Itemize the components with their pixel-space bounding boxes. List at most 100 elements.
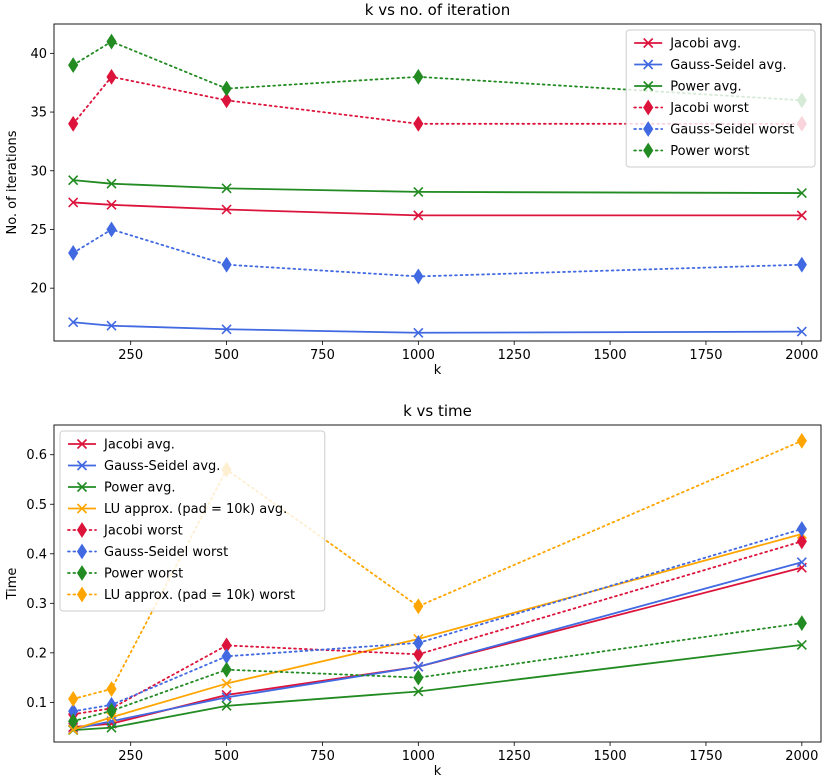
data-point: [221, 80, 232, 97]
data-point: [106, 722, 117, 733]
legend-label: LU approx. (pad = 10k) avg.: [104, 502, 287, 517]
data-point: [413, 646, 424, 663]
y-tick-label: 0.4: [26, 547, 47, 562]
series-line: [73, 179, 802, 194]
data-point: [68, 724, 79, 735]
data-point: [796, 210, 807, 221]
x-tick-label: 750: [310, 749, 335, 764]
y-tick-label: 40: [30, 47, 47, 62]
legend-label: Jacobi worst: [669, 101, 749, 116]
chart-1: k vs no. of iteration 250 500 750 1000 1250 15…: [5, 1, 822, 378]
legend-swatch-marker: [643, 59, 654, 70]
x-tick-label: 750: [310, 348, 335, 363]
y-tick-label: 20: [30, 282, 47, 297]
data-point: [106, 681, 117, 697]
data-point: [221, 204, 232, 215]
data-point: [221, 648, 232, 665]
data-point: [796, 639, 807, 650]
x-tick-label: 2000: [785, 749, 818, 764]
data-point: [796, 557, 807, 568]
legend-swatch-marker: [643, 80, 654, 92]
legend: Jacobi avg. Gauss-Seidel avg. Power avg. LU…: [59, 430, 326, 612]
legend-label: Power worst: [104, 567, 183, 582]
data-point: [106, 33, 117, 50]
data-point: [413, 210, 424, 221]
data-point: [221, 678, 232, 689]
series-power-avg: [68, 175, 807, 199]
chart-2: k vs time 250 500 750 1000 1250 1500 1750 2000 0.…: [5, 402, 822, 779]
legend-swatch-marker: [643, 121, 654, 137]
x-tick-label: 500: [214, 749, 239, 764]
legend-swatch-marker: [76, 543, 88, 560]
chart-title: k vs time: [403, 402, 472, 420]
y-axis-label: Time: [5, 568, 20, 601]
data-point: [106, 702, 117, 719]
data-point: [413, 635, 424, 651]
data-point: [221, 92, 232, 109]
data-point: [106, 68, 117, 85]
x-tick-label: 1250: [498, 348, 531, 363]
data-point: [106, 221, 117, 238]
legend-label: Power worst: [670, 144, 749, 159]
series-gauss-seidel-worst: [68, 221, 807, 285]
data-point: [413, 327, 424, 338]
data-point: [413, 68, 424, 85]
y-tick-label: 0.6: [26, 448, 47, 463]
data-point: [413, 686, 424, 697]
data-point: [106, 178, 117, 189]
data-point: [796, 256, 807, 273]
y-tick-label: 0.5: [26, 498, 47, 513]
y-tick-label: 25: [30, 223, 47, 238]
data-point: [413, 669, 424, 686]
data-point: [413, 661, 424, 672]
data-point: [796, 188, 807, 199]
legend-label: Gauss-Seidel avg.: [670, 58, 786, 73]
x-tick-label: 1000: [402, 749, 435, 764]
data-point: [68, 115, 79, 132]
data-point: [796, 615, 807, 632]
data-point: [796, 326, 807, 337]
legend-swatch-marker: [76, 460, 88, 471]
x-axis-label: k: [434, 363, 442, 378]
legend-label: Power avg.: [104, 481, 175, 496]
data-point: [413, 598, 424, 615]
plot-frame: [53, 424, 822, 743]
data-point: [221, 692, 232, 703]
legend-label: Gauss-Seidel worst: [670, 123, 794, 138]
y-tick-label: 30: [30, 164, 47, 179]
data-point: [796, 521, 807, 537]
series-power-worst: [68, 615, 807, 730]
legend-swatch-marker: [76, 522, 88, 538]
data-point: [221, 700, 232, 711]
legend-swatch-marker: [643, 99, 654, 116]
legend-swatch-marker: [76, 565, 88, 581]
legend: Jacobi avg. Gauss-Seidel avg. Power avg. Ja…: [625, 29, 816, 168]
data-point: [106, 199, 117, 210]
data-point: [68, 175, 79, 186]
data-point: [221, 183, 232, 194]
x-tick-label: 2000: [785, 348, 818, 363]
x-tick-label: 1750: [689, 348, 722, 363]
series-gauss-seidel-avg: [68, 317, 807, 338]
legend-swatch-marker: [643, 37, 654, 49]
y-tick-label: 0.3: [26, 597, 47, 612]
legend-label: LU approx. (pad = 10k) worst: [104, 588, 295, 603]
x-tick-label: 250: [118, 348, 143, 363]
legend-swatch-marker: [76, 586, 88, 603]
y-axis-label: No. of iterations: [5, 130, 20, 234]
x-tick-label: 1000: [402, 348, 435, 363]
legend-label: Power avg.: [670, 80, 741, 95]
legend-label: Jacobi worst: [103, 524, 183, 539]
plot-frame: [53, 23, 822, 342]
series-line: [73, 644, 802, 732]
legend-label: Jacobi avg.: [669, 37, 741, 52]
data-point: [68, 245, 79, 261]
legend-label: Jacobi avg.: [103, 438, 175, 453]
x-tick-label: 250: [118, 749, 143, 764]
series-line: [72, 228, 803, 278]
legend-label: Gauss-Seidel avg.: [104, 459, 220, 474]
data-point: [221, 324, 232, 335]
x-tick-label: 1500: [594, 348, 627, 363]
y-tick-label: 0.1: [26, 696, 47, 711]
series-power-avg: [68, 639, 807, 736]
